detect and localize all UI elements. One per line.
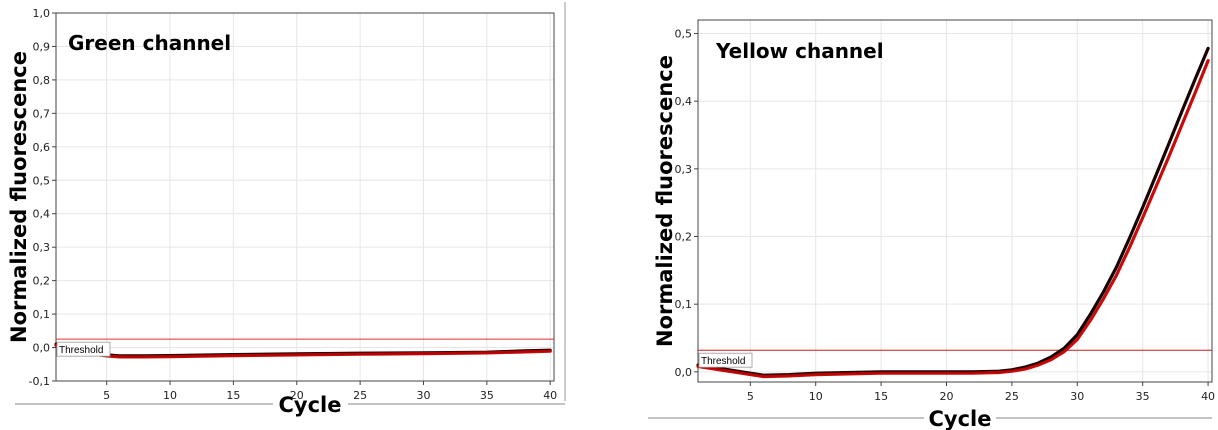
x-tick-label: 5 — [103, 389, 110, 402]
x-tick-label: 20 — [290, 389, 304, 402]
threshold-label: Threshold — [59, 345, 103, 356]
x-tick-label: 40 — [543, 389, 557, 402]
y-axis-title: Normalized fluorescence — [7, 51, 31, 343]
y-tick-label: 0,5 — [675, 28, 693, 41]
x-tick-label: 30 — [416, 389, 430, 402]
y-tick-label: 0,2 — [33, 275, 51, 288]
y-tick-label: 0,3 — [33, 241, 51, 254]
y-tick-label: -0,1 — [29, 375, 50, 388]
x-tick-label: 25 — [353, 389, 367, 402]
x-tick-label: 30 — [1070, 390, 1084, 403]
y-tick-label: 0,1 — [675, 298, 693, 311]
x-tick-label: 35 — [1136, 390, 1150, 403]
x-tick-label: 15 — [226, 389, 240, 402]
x-axis-title: Cycle — [929, 407, 992, 430]
x-tick-label: 10 — [163, 389, 177, 402]
threshold-label: Threshold — [701, 356, 745, 367]
y-tick-label: 0,0 — [675, 366, 693, 379]
y-tick-label: 0,0 — [33, 342, 51, 355]
y-axis-title: Normalized fluorescence — [653, 55, 677, 347]
plot-area — [697, 19, 1213, 383]
chart-panel-2: 0,5 0,4 0,3 0,2 0,1 0,0 5 10 15 20 25 30 35 40 Thresho… — [648, 19, 1215, 430]
panel-title: Yellow channel — [715, 39, 884, 63]
threshold-label-box — [56, 341, 111, 357]
panel-title: Green channel — [68, 31, 231, 55]
plot-area — [55, 12, 555, 382]
x-tick-label: 35 — [480, 389, 494, 402]
x-tick-label: 20 — [939, 390, 953, 403]
x-tick-label: 10 — [809, 390, 823, 403]
y-tick-label: 0,7 — [33, 107, 51, 120]
y-tick-label: 0,4 — [33, 208, 51, 221]
series-line — [696, 58, 1210, 379]
y-tick-label: 0,2 — [675, 231, 693, 244]
x-tick-label: 25 — [1005, 390, 1019, 403]
y-tick-label: 1,0 — [33, 7, 51, 20]
y-tick-label: 0,5 — [33, 174, 51, 187]
x-tick-label: 40 — [1201, 390, 1215, 403]
x-tick-label: 5 — [747, 390, 754, 403]
x-axis-title: Cycle — [279, 393, 342, 417]
y-tick-label: 0,4 — [675, 95, 693, 108]
chart-panel-1: 1,0 0,9 0,8 0,7 0,6 0,5 0,4 0,3 0,2 0,1 0,0 -0,1 5 10… — [7, 2, 566, 417]
series-line — [696, 46, 1210, 377]
x-tick-label: 15 — [874, 390, 888, 403]
threshold-label-box — [698, 352, 753, 368]
y-tick-label: 0,6 — [33, 141, 51, 154]
y-tick-label: 0,3 — [675, 163, 693, 176]
y-tick-label: 0,8 — [33, 74, 51, 87]
y-tick-label: 0,1 — [33, 308, 51, 321]
y-tick-label: 0,9 — [33, 40, 51, 53]
